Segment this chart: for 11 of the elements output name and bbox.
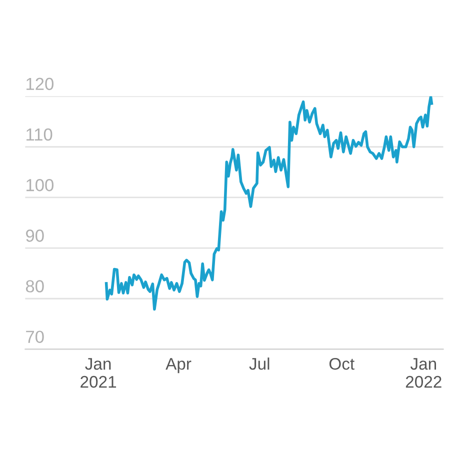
y-tick-label: 120 [26,78,54,90]
y-tick-label: 100 [26,178,54,192]
y-tick-label: 80 [26,280,44,292]
y-tick-label: 70 [26,330,44,343]
x-tick-label: Jul [249,358,270,370]
y-tick-label: 110 [26,128,52,141]
x-tick-label: Jan 2021 [80,358,116,388]
x-tick-label: Jan 2022 [406,358,442,388]
x-tick-label: Apr [166,358,192,374]
y-tick-label: 90 [26,230,44,242]
x-tick-label: Oct [329,358,354,370]
